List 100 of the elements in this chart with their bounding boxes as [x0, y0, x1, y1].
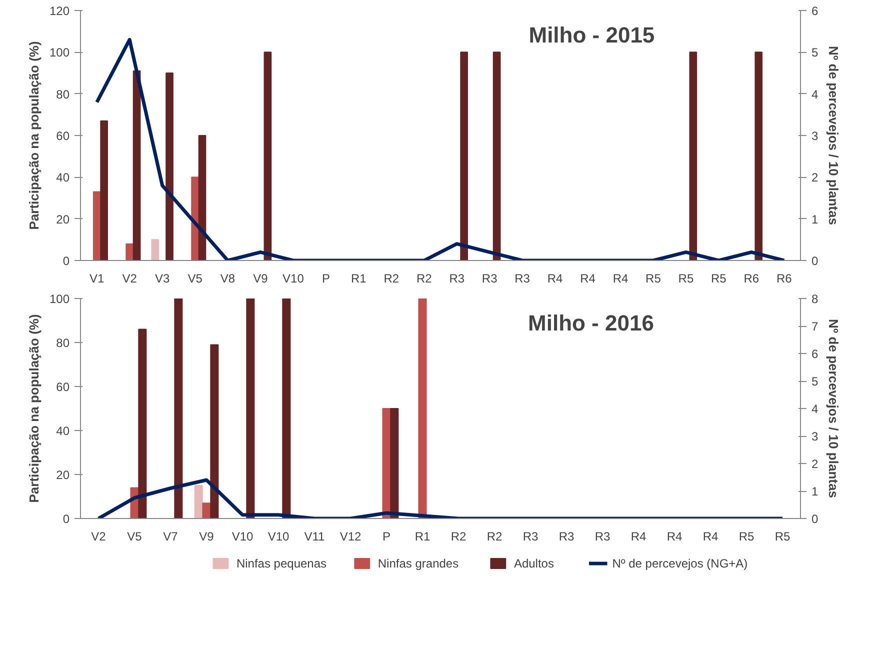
bar [246, 298, 255, 518]
y-tick-label: 80 [56, 336, 70, 350]
x-tick-label: R5 [646, 272, 662, 286]
bar [126, 243, 134, 260]
y2-tick-label: 2 [812, 457, 818, 471]
x-tick-label: V3 [154, 272, 170, 286]
y2-tick-label: 0 [812, 512, 818, 526]
legend-label: Adultos [514, 556, 554, 570]
bar [100, 120, 108, 260]
legend-label: Ninfas grandes [378, 556, 459, 570]
x-tick-label: V10 [268, 530, 290, 544]
x-tick-label: R1 [351, 272, 367, 286]
x-tick-label: V10 [232, 530, 254, 544]
bar [132, 70, 141, 260]
x-tick-label: V1 [90, 272, 105, 286]
x-tick-label: R6 [776, 272, 792, 286]
x-tick-label: V12 [340, 530, 362, 544]
y2-tick-label: 6 [812, 347, 818, 361]
legend-label: Ninfas pequenas [236, 556, 327, 570]
line-series [96, 478, 784, 518]
x-tick-label: R4 [666, 530, 682, 544]
y-tick-label: 120 [49, 4, 70, 18]
y2-tick-label: 1 [812, 484, 818, 498]
y2-tick-label: 0 [812, 254, 818, 268]
y-tick-label: 60 [56, 380, 70, 394]
bar [194, 485, 203, 518]
x-tick-label: P [322, 272, 330, 286]
x-tick-label: V7 [163, 530, 178, 544]
bar [198, 135, 206, 260]
y2-tick-label: 4 [812, 87, 818, 102]
x-tick-label: V5 [188, 272, 203, 286]
y-tick-label: 60 [56, 129, 70, 143]
x-tick-label: R4 [630, 530, 646, 544]
y2-tick-label: 2 [812, 170, 818, 185]
text: Milho - 2015 [528, 22, 655, 48]
y-axis-title: Participação na população (%) [26, 41, 42, 230]
x-tick-label: R1 [414, 530, 430, 544]
x-tick-label: R6 [744, 272, 760, 286]
x-tick-label: V9 [253, 272, 268, 286]
y2-tick-label: 5 [812, 46, 818, 60]
y-tick-label: 40 [56, 424, 70, 438]
y-axis-title: Participação na população (%) [26, 314, 42, 503]
x-tick-label: R2 [416, 272, 432, 286]
x-tick-label: R5 [738, 530, 754, 544]
bar [382, 408, 391, 518]
y2-tick-label: 5 [812, 374, 818, 388]
y-tick-label: 100 [49, 46, 70, 60]
x-tick-label: R3 [514, 272, 530, 286]
y-tick-label: 80 [56, 87, 70, 102]
y2-tick-label: 3 [812, 129, 818, 143]
x-tick-label: R4 [580, 272, 596, 286]
x-tick-label: R4 [702, 530, 718, 544]
bar [492, 52, 501, 260]
y2-tick-label: 1 [812, 212, 818, 226]
y-tick-label: 0 [62, 512, 70, 526]
bar [390, 408, 399, 518]
bar [138, 328, 147, 518]
bar [210, 344, 219, 518]
bar [460, 52, 468, 260]
bar [166, 72, 174, 260]
x-tick-label: R4 [612, 272, 628, 286]
y2-axis-title: Nº de percevejos / 10 plantas [826, 46, 842, 225]
y2-tick-label: 6 [812, 4, 818, 18]
y-tick-label: 0 [62, 254, 70, 268]
x-tick-label: V2 [122, 272, 138, 286]
x-tick-label: R3 [594, 530, 610, 544]
text: Milho - 2016 [528, 310, 654, 336]
x-tick-label: V8 [220, 272, 236, 286]
bar [202, 502, 211, 518]
y2-tick-label: 8 [812, 292, 818, 306]
x-tick-label: V2 [91, 530, 106, 544]
x-tick-label: R5 [678, 272, 694, 286]
bar [418, 298, 427, 518]
x-tick-label: P [382, 530, 391, 544]
x-tick-label: R3 [558, 530, 574, 544]
x-tick-label: R2 [486, 530, 502, 544]
x-tick-label: R2 [450, 530, 466, 544]
y2-tick-label: 4 [812, 402, 818, 416]
x-tick-label: R4 [547, 272, 564, 286]
bar [689, 52, 698, 260]
y-tick-label: 20 [56, 468, 70, 482]
x-tick-label: R5 [774, 530, 790, 544]
y-tick-label: 100 [49, 292, 70, 306]
y-tick-label: 20 [56, 212, 70, 226]
legend-label: Nº de percevejos (NG+A) [612, 556, 748, 570]
x-tick-label: R3 [449, 272, 465, 286]
bar [264, 52, 272, 260]
x-tick-label: R3 [522, 530, 538, 544]
x-tick-label: V5 [127, 530, 142, 544]
bar [754, 52, 763, 260]
bar [282, 298, 291, 518]
x-tick-label: R3 [482, 272, 498, 286]
bar [174, 298, 183, 518]
y2-tick-label: 3 [812, 430, 818, 444]
y2-tick-label: 7 [812, 320, 818, 334]
x-tick-label: V10 [282, 272, 304, 286]
y2-axis-title: Nº de percevejos / 10 plantas [826, 319, 842, 498]
x-tick-label: R5 [711, 272, 727, 286]
y-tick-label: 40 [56, 170, 70, 185]
x-tick-label: V9 [199, 530, 214, 544]
